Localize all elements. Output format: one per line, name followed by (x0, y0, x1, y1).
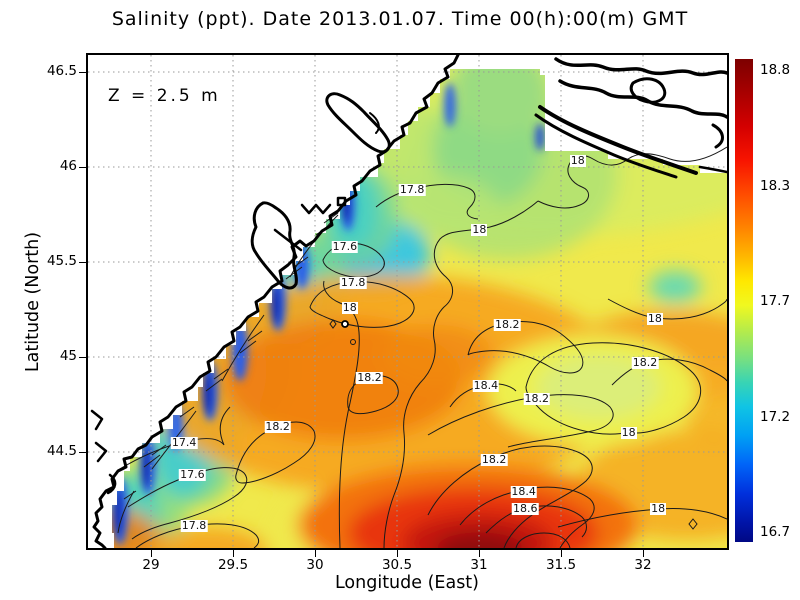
contour-value-label: 17.8 (339, 276, 367, 289)
x-axis-title: Longitude (East) (334, 573, 480, 593)
y-tick-label: 44.5 (46, 443, 77, 459)
colorbar-tick-label: 18.3 (760, 177, 791, 194)
x-tick-label: 31.5 (545, 557, 577, 573)
contour-value-label: 18.6 (512, 502, 539, 516)
x-tick-mark (643, 550, 644, 557)
y-tick-mark (79, 72, 86, 73)
contour-value-label: 18.4 (510, 485, 537, 498)
contour-value-label: 18 (341, 300, 358, 314)
y-tick-mark (79, 167, 86, 168)
contour-value-label: 18.2 (264, 420, 291, 434)
contour-value-label: 18.2 (523, 391, 550, 405)
contour-value-label: 18 (650, 502, 667, 516)
y-tick-mark (79, 357, 86, 358)
contour-value-label: 18.4 (472, 378, 500, 392)
x-tick-mark (233, 550, 234, 557)
colorbar-tick-label: 17.2 (760, 408, 791, 425)
y-tick-label: 46 (59, 158, 77, 174)
y-axis-title: Latitude (North) (23, 231, 43, 373)
coastline (90, 55, 727, 548)
x-tick-label: 29 (142, 557, 160, 573)
chart-title: Salinity (ppt). Date 2013.01.07. Time 00… (111, 8, 689, 30)
contour-value-label: 18 (471, 222, 488, 236)
y-tick-mark (79, 452, 86, 453)
contour-value-label: 17.8 (180, 519, 208, 533)
x-tick-mark (479, 550, 480, 557)
x-tick-label: 30.5 (381, 557, 413, 573)
contour-value-label: 17.8 (398, 182, 426, 196)
colorbar (735, 59, 753, 542)
colorbar-tick-label: 17.7 (760, 293, 791, 309)
small-island (341, 320, 349, 328)
x-tick-label: 32 (634, 557, 652, 573)
contour-value-label: 18 (569, 154, 586, 168)
contour-value-label: 18 (646, 312, 663, 326)
contour-value-label: 17.4 (170, 435, 198, 449)
x-tick-label: 30 (306, 557, 324, 573)
map-plot-area: 18 17.8 18 17.6 17.8 18 18.2 18 18.2 18.4 18.2 18.2… (86, 53, 729, 550)
x-tick-mark (151, 550, 152, 557)
x-tick-mark (561, 550, 562, 557)
contour-value-label: 18 (620, 426, 637, 440)
colorbar-tick-label: 18.8 (760, 62, 791, 78)
x-tick-label: 29.5 (217, 557, 249, 573)
x-tick-mark (397, 550, 398, 557)
contour-value-label: 18.2 (356, 371, 383, 384)
x-tick-label: 31 (470, 557, 488, 573)
contour-value-label: 17.6 (179, 467, 206, 481)
contour-value-label: 17.6 (331, 239, 359, 253)
graticule-gridlines (88, 55, 727, 548)
x-tick-mark (315, 550, 316, 557)
depth-annotation: Z = 2.5 m (108, 86, 221, 106)
contour-value-label: 18.2 (480, 452, 508, 466)
y-tick-label: 45 (59, 348, 77, 364)
colorbar-tick-label: 16.7 (760, 524, 791, 540)
y-tick-label: 46.5 (46, 63, 77, 79)
contour-value-label: 18.2 (493, 317, 521, 331)
y-tick-label: 45.5 (46, 253, 77, 269)
contour-value-label: 18.2 (631, 355, 659, 369)
y-tick-mark (79, 262, 86, 263)
